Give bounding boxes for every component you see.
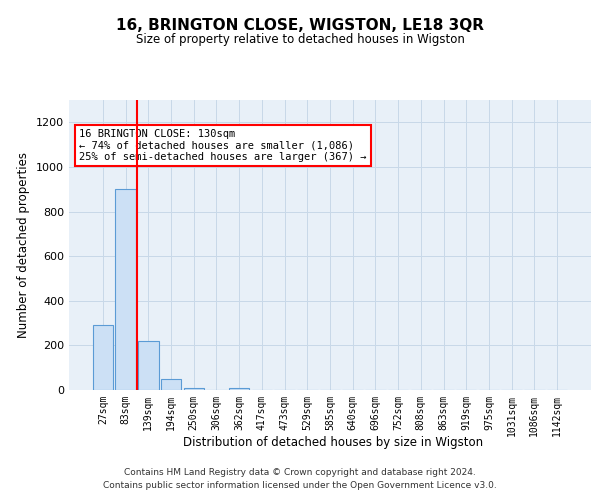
Bar — [138, 341, 158, 390]
Text: Contains public sector information licensed under the Open Government Licence v3: Contains public sector information licen… — [103, 480, 497, 490]
Bar — [229, 388, 250, 390]
Text: Distribution of detached houses by size in Wigston: Distribution of detached houses by size … — [183, 436, 483, 449]
Text: Contains HM Land Registry data © Crown copyright and database right 2024.: Contains HM Land Registry data © Crown c… — [124, 468, 476, 477]
Bar — [115, 189, 136, 390]
Text: 16, BRINGTON CLOSE, WIGSTON, LE18 3QR: 16, BRINGTON CLOSE, WIGSTON, LE18 3QR — [116, 18, 484, 32]
Text: 16 BRINGTON CLOSE: 130sqm
← 74% of detached houses are smaller (1,086)
25% of se: 16 BRINGTON CLOSE: 130sqm ← 74% of detac… — [79, 129, 367, 162]
Bar — [161, 379, 181, 390]
Y-axis label: Number of detached properties: Number of detached properties — [17, 152, 31, 338]
Bar — [184, 388, 204, 390]
Bar — [93, 326, 113, 390]
Text: Size of property relative to detached houses in Wigston: Size of property relative to detached ho… — [136, 32, 464, 46]
